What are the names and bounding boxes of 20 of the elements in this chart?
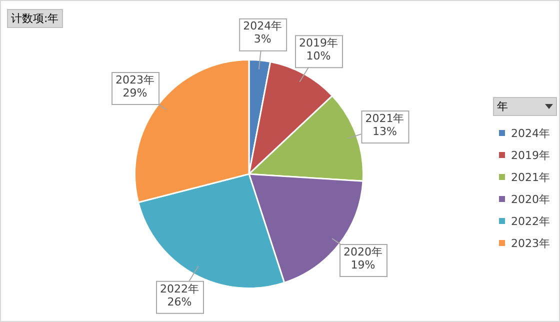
data-label: 19% xyxy=(350,258,376,272)
legend-label: 2021年 xyxy=(511,170,550,184)
data-label: 26% xyxy=(167,295,192,308)
legend-title: 年 xyxy=(497,99,509,114)
slice-label: 2021年 xyxy=(365,112,404,125)
slice-label: 2019年 xyxy=(298,36,338,50)
slice-label: 2022年 xyxy=(160,282,200,296)
data-label: 3% xyxy=(254,32,272,46)
chart-title: 计数项:年 xyxy=(7,9,63,28)
slice-label: 2023年 xyxy=(116,73,155,86)
legend-label: 2019年 xyxy=(511,148,550,162)
legend-label: 2024年 xyxy=(511,126,550,140)
slice-label: 2020年 xyxy=(343,245,382,258)
data-label: 10% xyxy=(306,49,331,62)
legend-label: 2020年 xyxy=(511,192,550,206)
data-label: 13% xyxy=(372,124,397,138)
legend-label: 2022年 xyxy=(511,214,550,228)
slice-label: 2024年 xyxy=(243,20,282,33)
legend-label: 2023年 xyxy=(511,236,550,250)
data-label: 29% xyxy=(122,86,148,100)
